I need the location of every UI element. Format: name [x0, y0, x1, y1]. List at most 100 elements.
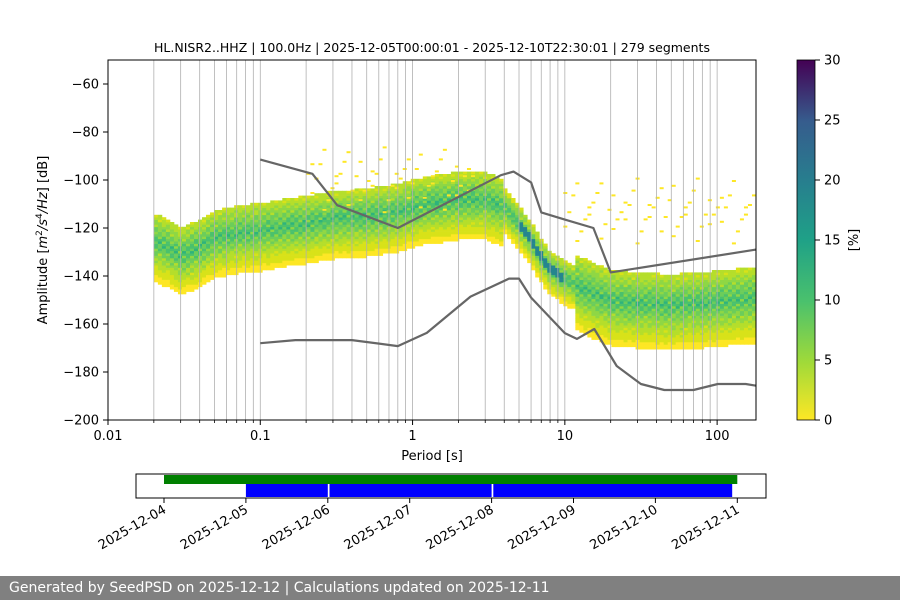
heatmap-cell [523, 224, 528, 228]
heatmap-cell [173, 224, 179, 228]
heatmap-cell [527, 226, 532, 230]
heatmap-cell [495, 236, 500, 240]
heatmap-cell [354, 198, 359, 201]
heatmap-cell [222, 214, 227, 218]
heatmap-cell [719, 279, 725, 283]
heatmap-cell [290, 205, 295, 208]
heatmap-cell [202, 282, 207, 285]
heatmap-cell [410, 193, 416, 196]
heatmap-cell [587, 325, 592, 328]
heatmap-cell [739, 306, 745, 309]
heatmap-cell [450, 226, 456, 230]
heatmap-cell [206, 236, 211, 240]
heatmap-cell [161, 250, 167, 254]
heatmap-cell [587, 284, 592, 288]
heatmap-cell [511, 224, 516, 228]
heatmap-cell [442, 205, 448, 208]
heatmap-cell [422, 188, 428, 192]
heatmap-cell [579, 325, 584, 328]
heatmap-cell [659, 279, 665, 283]
heatmap-cell [450, 202, 456, 206]
heatmap-cell [470, 171, 476, 175]
heatmap-cell [402, 241, 408, 244]
heatmap-cell [623, 318, 628, 321]
heatmap-cell [290, 207, 295, 211]
heatmap-cell [450, 214, 456, 218]
heatmap-cell [418, 198, 424, 201]
heatmap-cell [567, 291, 572, 295]
heatmap-cell [434, 176, 440, 180]
heatmap-cell [298, 202, 303, 206]
heatmap-cell [161, 279, 167, 283]
heatmap-cell [647, 282, 653, 285]
heatmap-cell [647, 322, 653, 326]
heatmap-cell [567, 274, 572, 278]
heatmap-cell [286, 212, 291, 216]
heatmap-cell [735, 315, 741, 319]
heatmap-cell [189, 241, 195, 244]
heatmap-cell [543, 282, 548, 285]
heatmap-cell [651, 346, 657, 350]
heatmap-cell [153, 246, 159, 249]
heatmap-cell [462, 219, 468, 223]
heatmap-cell [619, 303, 624, 307]
heatmap-cell [410, 200, 416, 204]
heatmap-cell [499, 178, 504, 182]
heatmap-cell [238, 219, 243, 223]
heatmap-cell [446, 202, 452, 206]
heatmap-cell [322, 195, 327, 199]
heatmap-cell [631, 277, 636, 280]
heatmap-cell [354, 202, 359, 206]
heatmap-cell [206, 226, 211, 230]
heatmap-cell [474, 219, 480, 223]
heatmap-cell [346, 241, 351, 244]
heatmap-cell [362, 202, 367, 206]
heatmap-cell [743, 272, 749, 276]
heatmap-cell [346, 212, 351, 216]
heatmap-cell [181, 241, 187, 244]
heatmap-cell [270, 248, 275, 252]
heatmap-cell [599, 282, 604, 285]
heatmap-cell [515, 212, 520, 216]
heatmap-cell [266, 265, 271, 268]
heatmap-cell [242, 258, 247, 261]
heatmap-cell [378, 243, 384, 247]
heatmap-cell [418, 212, 424, 216]
heatmap-cell [462, 224, 468, 228]
heatmap-cell [222, 219, 227, 223]
heatmap-cell [487, 238, 492, 242]
heatmap-cell [727, 315, 733, 319]
heatmap-cell [298, 253, 303, 256]
heatmap-cell [214, 265, 219, 268]
heatmap-cell [210, 270, 215, 273]
heatmap-cell [603, 313, 608, 316]
heatmap-cell [458, 210, 464, 213]
heatmap-cell [242, 229, 247, 232]
heatmap-cell [430, 226, 436, 230]
heatmap-cell [282, 246, 287, 249]
heatmap-cell [503, 210, 508, 213]
heatmap-cell [354, 229, 359, 232]
heatmap-cell [210, 222, 215, 225]
heatmap-cell [523, 214, 528, 218]
heatmap-cell [511, 231, 516, 235]
heatmap-cell [703, 337, 709, 340]
heatmap-cell [571, 267, 576, 271]
heatmap-cell [747, 334, 753, 338]
heatmap-cell [711, 296, 717, 300]
heatmap-cell [647, 279, 653, 283]
heatmap-cell [474, 181, 480, 184]
heatmap-cell [651, 206, 656, 209]
heatmap-cell [479, 217, 484, 220]
heatmap-cell [342, 214, 347, 218]
heatmap-cell [406, 183, 412, 187]
heatmap-cell [374, 226, 380, 230]
heatmap-cell [591, 265, 596, 268]
heatmap-cell [398, 190, 404, 194]
heatmap-cell [731, 315, 737, 319]
heatmap-cell [446, 212, 452, 216]
heatmap-cell [450, 207, 456, 211]
heatmap-cell [715, 344, 721, 348]
heatmap-cell [711, 322, 717, 326]
